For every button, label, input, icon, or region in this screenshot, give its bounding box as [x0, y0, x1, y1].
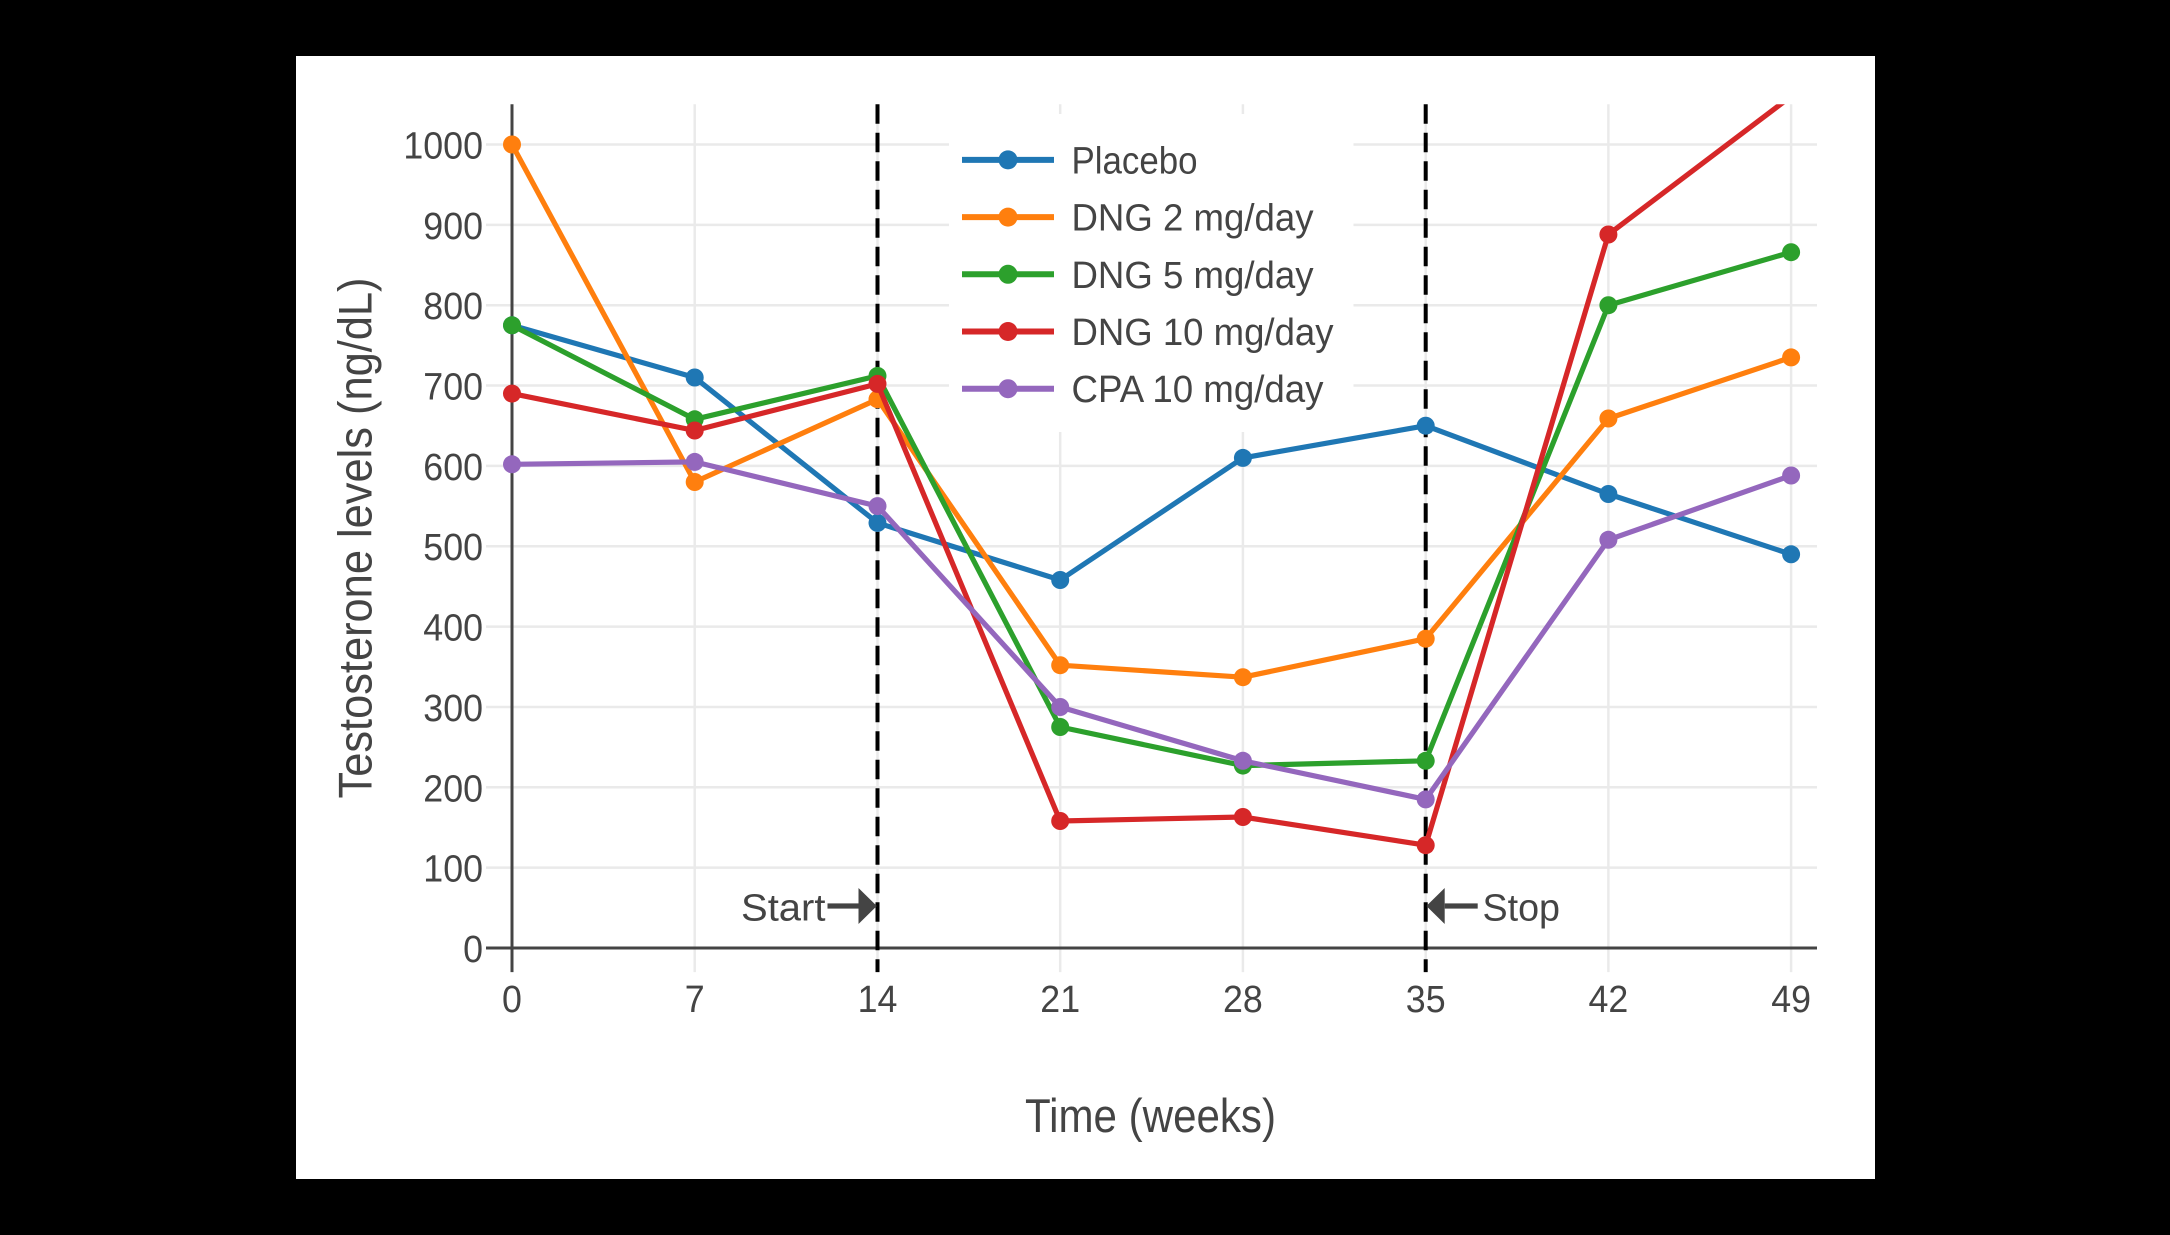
svg-text:400: 400 [423, 608, 483, 650]
svg-text:28: 28 [1223, 979, 1263, 1021]
svg-text:Testosterone levels (ng/dL): Testosterone levels (ng/dL) [329, 278, 382, 799]
svg-text:Placebo: Placebo [1072, 140, 1198, 182]
svg-text:49: 49 [1771, 979, 1811, 1021]
svg-text:Stop: Stop [1483, 888, 1561, 930]
svg-text:42: 42 [1589, 979, 1629, 1021]
svg-text:21: 21 [1040, 979, 1080, 1021]
svg-text:1000: 1000 [403, 126, 483, 168]
svg-text:0: 0 [502, 979, 522, 1021]
svg-text:200: 200 [423, 768, 483, 810]
svg-text:Start: Start [741, 888, 826, 930]
svg-text:35: 35 [1406, 979, 1446, 1021]
svg-text:700: 700 [423, 367, 483, 409]
svg-text:0: 0 [463, 929, 483, 971]
svg-text:7: 7 [685, 979, 705, 1021]
svg-text:600: 600 [423, 447, 483, 489]
svg-text:900: 900 [423, 206, 483, 248]
svg-text:DNG 10 mg/day: DNG 10 mg/day [1072, 312, 1334, 354]
svg-text:500: 500 [423, 527, 483, 569]
svg-text:100: 100 [423, 849, 483, 891]
svg-text:DNG 2 mg/day: DNG 2 mg/day [1072, 198, 1314, 240]
svg-text:800: 800 [423, 286, 483, 328]
svg-text:Time (weeks): Time (weeks) [1025, 1089, 1276, 1142]
svg-text:300: 300 [423, 688, 483, 730]
svg-text:14: 14 [858, 979, 898, 1021]
svg-text:DNG 5 mg/day: DNG 5 mg/day [1072, 255, 1314, 297]
svg-text:CPA 10 mg/day: CPA 10 mg/day [1072, 369, 1324, 411]
